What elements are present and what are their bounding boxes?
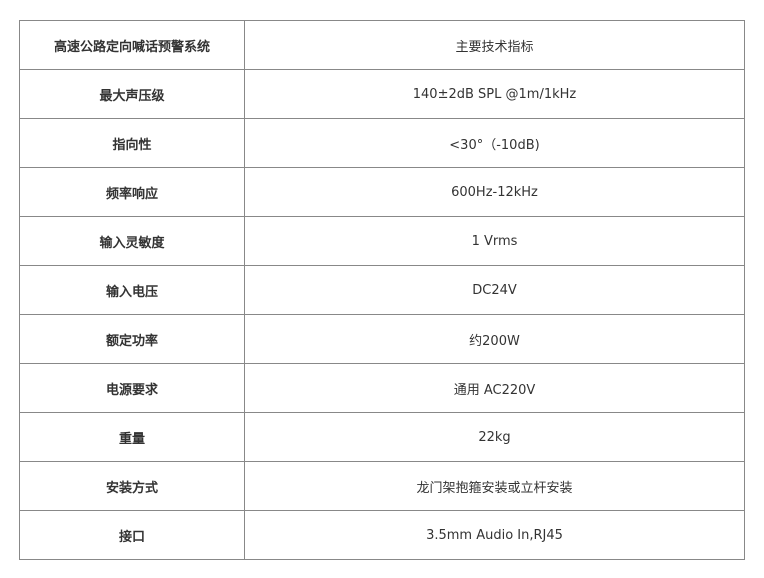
table-row: 重量 22kg <box>19 412 745 462</box>
spec-value: 龙门架抱箍安装或立杆安装 <box>244 461 745 511</box>
table-header-row: 高速公路定向喊话预警系统 主要技术指标 <box>19 20 745 70</box>
table-row: 最大声压级 140±2dB SPL @1m/1kHz <box>19 69 745 119</box>
table-row: 安装方式 龙门架抱箍安装或立杆安装 <box>19 461 745 511</box>
spec-label: 频率响应 <box>19 167 245 217</box>
spec-value: 约200W <box>244 314 745 364</box>
spec-label: 指向性 <box>19 118 245 168</box>
table-row: 输入电压 DC24V <box>19 265 745 315</box>
spec-value: 22kg <box>244 412 745 462</box>
table-row: 指向性 <30°（-10dB) <box>19 118 745 168</box>
table-row: 额定功率 约200W <box>19 314 745 364</box>
spec-label: 输入灵敏度 <box>19 216 245 266</box>
spec-label: 安装方式 <box>19 461 245 511</box>
spec-value: DC24V <box>244 265 745 315</box>
header-system-name: 高速公路定向喊话预警系统 <box>19 20 245 70</box>
spec-label: 最大声压级 <box>19 69 245 119</box>
header-specs: 主要技术指标 <box>244 20 745 70</box>
spec-value: 1 Vrms <box>244 216 745 266</box>
spec-value: 通用 AC220V <box>244 363 745 413</box>
spec-value: <30°（-10dB) <box>244 118 745 168</box>
spec-label: 额定功率 <box>19 314 245 364</box>
table-row: 电源要求 通用 AC220V <box>19 363 745 413</box>
spec-label: 重量 <box>19 412 245 462</box>
table-row: 频率响应 600Hz-12kHz <box>19 167 745 217</box>
spec-value: 3.5mm Audio In,RJ45 <box>244 510 745 560</box>
spec-label: 输入电压 <box>19 265 245 315</box>
spec-value: 600Hz-12kHz <box>244 167 745 217</box>
table-row: 输入灵敏度 1 Vrms <box>19 216 745 266</box>
table-row: 接口 3.5mm Audio In,RJ45 <box>19 510 745 560</box>
spec-label: 电源要求 <box>19 363 245 413</box>
spec-value: 140±2dB SPL @1m/1kHz <box>244 69 745 119</box>
spec-table: 高速公路定向喊话预警系统 主要技术指标 最大声压级 140±2dB SPL @1m… <box>19 20 745 560</box>
spec-label: 接口 <box>19 510 245 560</box>
